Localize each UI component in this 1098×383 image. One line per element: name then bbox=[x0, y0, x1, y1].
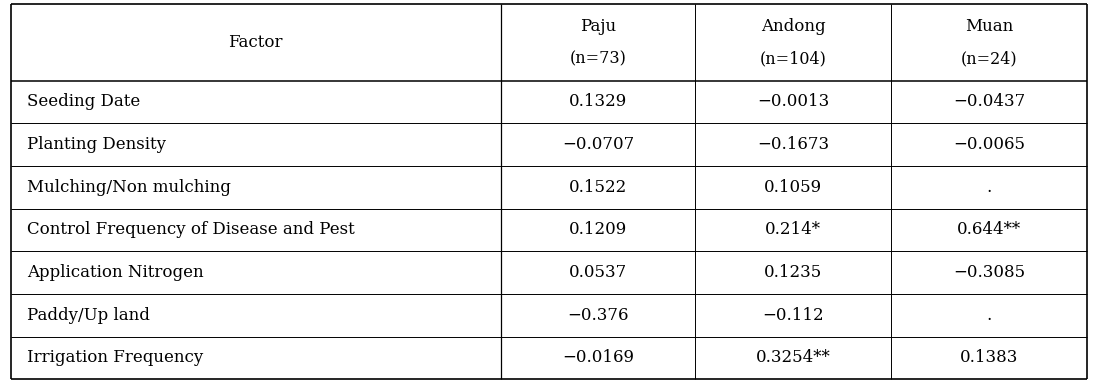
Text: 0.1209: 0.1209 bbox=[569, 221, 627, 238]
Text: −0.3085: −0.3085 bbox=[953, 264, 1026, 281]
Text: Seeding Date: Seeding Date bbox=[27, 93, 141, 110]
Text: (n=104): (n=104) bbox=[760, 51, 827, 68]
Text: −0.0013: −0.0013 bbox=[758, 93, 829, 110]
Text: (n=24): (n=24) bbox=[961, 51, 1018, 68]
Text: 0.1383: 0.1383 bbox=[960, 349, 1018, 367]
Text: 0.3254**: 0.3254** bbox=[755, 349, 830, 367]
Text: −0.0437: −0.0437 bbox=[953, 93, 1026, 110]
Text: −0.112: −0.112 bbox=[762, 307, 825, 324]
Text: −0.1673: −0.1673 bbox=[758, 136, 829, 153]
Text: Factor: Factor bbox=[228, 34, 283, 51]
Text: Planting Density: Planting Density bbox=[27, 136, 166, 153]
Text: −0.0169: −0.0169 bbox=[562, 349, 634, 367]
Text: (n=73): (n=73) bbox=[570, 51, 626, 68]
Text: 0.1329: 0.1329 bbox=[569, 93, 627, 110]
Text: Mulching/Non mulching: Mulching/Non mulching bbox=[27, 179, 231, 196]
Text: 0.214*: 0.214* bbox=[765, 221, 821, 238]
Text: Paddy/Up land: Paddy/Up land bbox=[27, 307, 150, 324]
Text: .: . bbox=[986, 179, 991, 196]
Text: 0.0537: 0.0537 bbox=[569, 264, 627, 281]
Text: Application Nitrogen: Application Nitrogen bbox=[27, 264, 204, 281]
Text: 0.1235: 0.1235 bbox=[764, 264, 822, 281]
Text: −0.0707: −0.0707 bbox=[562, 136, 634, 153]
Text: Muan: Muan bbox=[965, 18, 1013, 35]
Text: 0.644**: 0.644** bbox=[957, 221, 1021, 238]
Text: 0.1059: 0.1059 bbox=[764, 179, 822, 196]
Text: Andong: Andong bbox=[761, 18, 826, 35]
Text: Control Frequency of Disease and Pest: Control Frequency of Disease and Pest bbox=[27, 221, 355, 238]
Text: 0.1522: 0.1522 bbox=[569, 179, 627, 196]
Text: Irrigation Frequency: Irrigation Frequency bbox=[27, 349, 203, 367]
Text: −0.376: −0.376 bbox=[568, 307, 629, 324]
Text: .: . bbox=[986, 307, 991, 324]
Text: Paju: Paju bbox=[580, 18, 616, 35]
Text: −0.0065: −0.0065 bbox=[953, 136, 1026, 153]
